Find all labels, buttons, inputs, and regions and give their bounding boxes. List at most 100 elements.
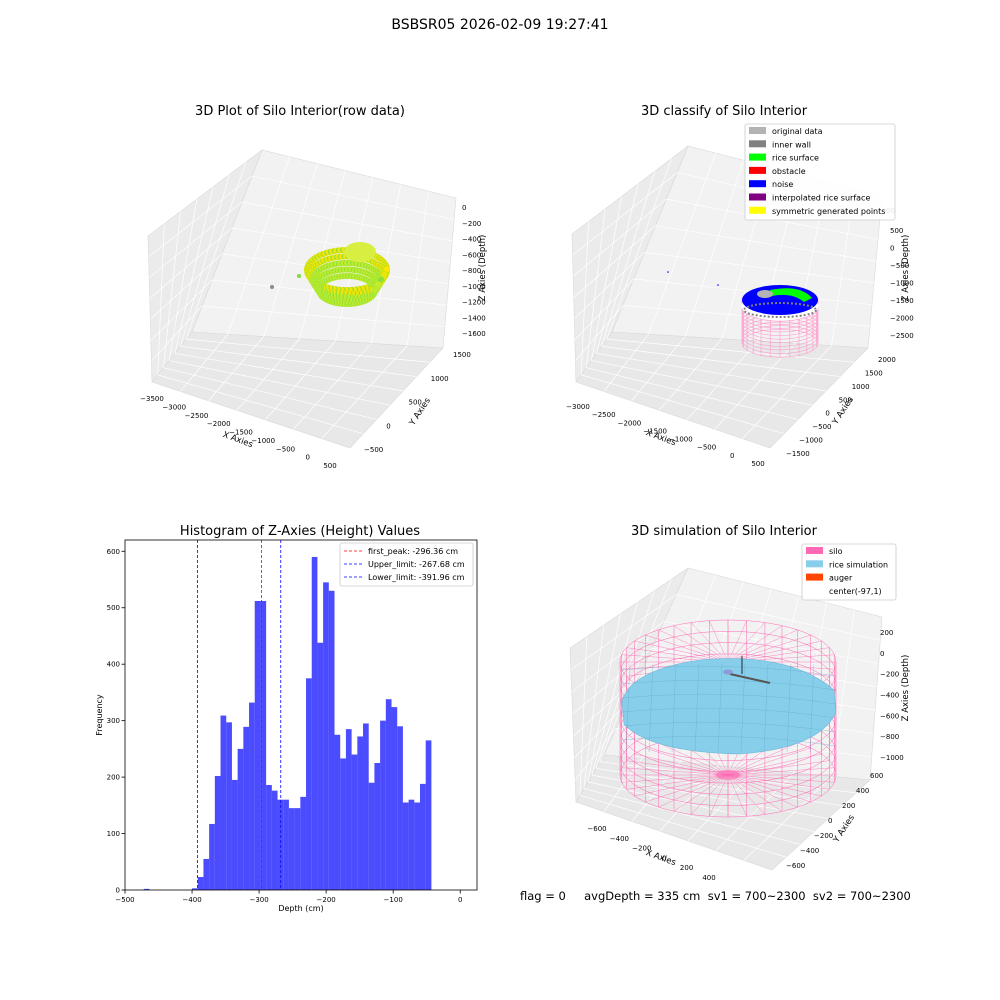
raw-axes (147, 149, 457, 449)
grid-line (596, 183, 639, 354)
silo-roof-spoke (658, 629, 729, 663)
grid-line (595, 768, 843, 807)
tick-label: 0 (386, 422, 390, 430)
grid-line (591, 602, 638, 776)
tick-label: −2500 (185, 412, 209, 420)
legend-label: rice simulation (829, 560, 888, 569)
silo-roof-spoke (673, 625, 729, 663)
grid-line (574, 728, 617, 781)
histogram-bar (351, 754, 358, 890)
tick-label: 200 (842, 802, 855, 810)
y-ticks: −500 0 500 1000 1500 (364, 351, 471, 454)
histogram-bar (334, 734, 341, 890)
legend-label: rice surface (772, 154, 819, 163)
histogram-bar (294, 808, 301, 890)
grid-line (742, 345, 832, 439)
tick-label: −400 (610, 835, 629, 843)
grid-line (586, 367, 799, 420)
tick-label: −1500 (643, 427, 667, 435)
grid-line (587, 613, 621, 782)
tick-label: −2000 (890, 315, 914, 323)
rice-mesh-line (621, 736, 837, 747)
legend-swatch (806, 547, 823, 554)
grid-line (201, 305, 445, 327)
silo-roof-spoke (709, 620, 729, 663)
grid-line (293, 343, 372, 430)
grid-line (580, 221, 589, 375)
tick-label: −1000 (890, 280, 914, 288)
tick-label: −400 (462, 236, 481, 244)
silo-floor-spoke (727, 774, 811, 803)
silo-floor-spoke (727, 753, 822, 776)
grid-lines (570, 574, 881, 861)
auger-head (723, 669, 733, 675)
silo-floor-spoke (626, 774, 729, 790)
histogram-bar (209, 823, 215, 890)
rice-mesh-line (625, 663, 631, 753)
tick-label: 0 (306, 454, 310, 462)
grid-line (148, 201, 243, 278)
grid-line (686, 340, 759, 420)
grid-line (157, 223, 165, 375)
legend-swatch (806, 586, 823, 594)
tick-label: −1000 (462, 283, 486, 291)
histogram-bar (237, 748, 244, 890)
grid-line (574, 252, 645, 319)
legend-swatch (749, 193, 766, 201)
silo-floor-spoke (727, 774, 766, 815)
y-axis-label: Y Axies (831, 813, 857, 846)
silo-roof-spoke (727, 620, 747, 663)
grid-line (180, 345, 417, 377)
legend-swatch (806, 573, 823, 581)
grid-line (572, 647, 653, 715)
silo-floor-spoke (727, 774, 835, 783)
silo-floor-spoke (658, 774, 729, 808)
histogram-bars (143, 556, 432, 890)
rice-mesh-line (621, 722, 837, 733)
legend-swatch (749, 180, 766, 188)
grid-line (168, 199, 198, 361)
histogram-bar (380, 720, 386, 890)
grid-line (675, 594, 881, 641)
grid-line (321, 345, 408, 439)
grid-line (585, 208, 606, 368)
tick-label: −3500 (140, 395, 164, 403)
auger (723, 656, 771, 684)
histogram-bar (203, 858, 210, 890)
silo-floor-spoke (727, 774, 822, 797)
histogram-bar (277, 799, 284, 890)
tick-label: −500 (890, 262, 909, 270)
silo-floor-spoke (727, 747, 811, 776)
legend-label: original data (772, 127, 823, 136)
tick-label: −2000 (207, 420, 231, 428)
rice-simulation (621, 658, 837, 755)
y-axis-label: Frequency (95, 694, 104, 736)
grid-line (169, 360, 390, 406)
inner-wall-ring (743, 302, 817, 318)
x-ticks: −3500−3000−2500−2000−1500−1000−500 0 500 (140, 395, 337, 470)
silo-floor-center (716, 770, 740, 780)
x-axis-label: X Axies (644, 848, 677, 868)
tick-label: −200 (880, 671, 899, 679)
silo-floor-spoke (626, 760, 729, 776)
tick-label: −600 (880, 712, 899, 720)
silo-floor-spoke (621, 767, 729, 776)
legend-label: center(-97,1) (829, 587, 882, 596)
x-tick-label: 0 (458, 896, 462, 904)
grid-line (174, 186, 214, 354)
y-tick-label: 200 (107, 774, 120, 782)
histogram-bar (260, 600, 267, 890)
grid-line (591, 196, 623, 361)
silo-roof-spoke (690, 622, 729, 663)
histogram-bar (226, 722, 232, 890)
tick-label: 0 (825, 410, 829, 418)
tick-label: −1200 (462, 299, 486, 307)
legend-label: auger (829, 574, 853, 583)
histogram-bar (283, 799, 289, 890)
grid-line (599, 579, 672, 762)
histogram-bar (254, 600, 261, 890)
original-data-patch (757, 290, 773, 298)
y-tick-label: 400 (107, 661, 120, 669)
